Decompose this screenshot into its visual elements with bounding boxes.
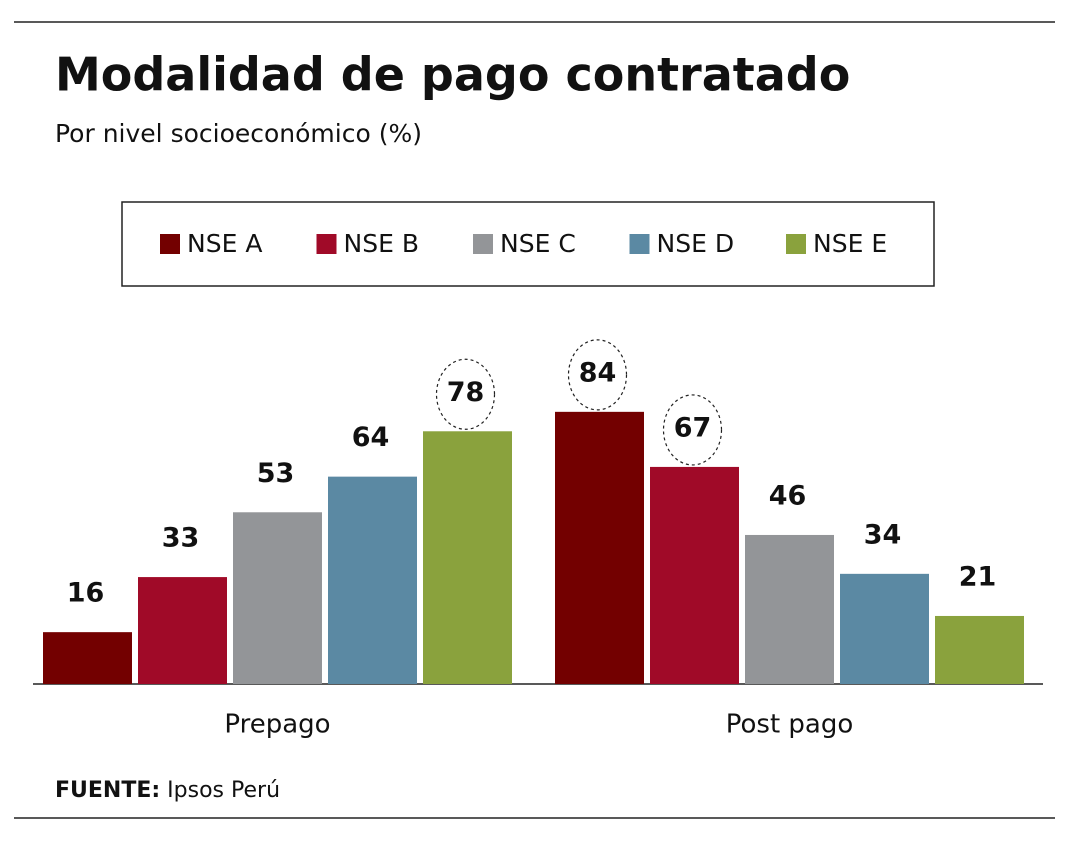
bar: [745, 534, 834, 684]
highlight-circle: [662, 394, 723, 466]
source-label: FUENTE:: [55, 778, 160, 803]
value-label: 34: [864, 519, 902, 550]
chart-subtitle: Por nivel socioeconómico (%): [55, 119, 422, 148]
bar: [555, 411, 644, 684]
source: FUENTE: Ipsos Perú: [55, 778, 280, 803]
value-label: 16: [67, 578, 105, 609]
legend-label: NSE B: [344, 229, 419, 258]
value-label: 53: [257, 458, 295, 489]
x-tick-label: Prepago: [224, 710, 330, 740]
legend-label: NSE E: [813, 229, 887, 258]
highlight-circle: [567, 339, 628, 411]
legend-swatch: [160, 234, 180, 254]
bar: [650, 466, 739, 684]
bar: [328, 476, 417, 684]
highlight-circle: [435, 358, 496, 430]
legend-swatch: [786, 234, 806, 254]
chart-title: Modalidad de pago contratado: [55, 48, 850, 102]
value-label: 78: [447, 377, 485, 408]
legend-label: NSE A: [187, 229, 262, 258]
legend-swatch: [473, 234, 493, 254]
legend-label: NSE D: [657, 229, 735, 258]
bar: [138, 577, 227, 684]
bar: [233, 512, 322, 684]
x-tick-label: Post pago: [726, 710, 854, 740]
value-label: 33: [162, 523, 200, 554]
value-label: 64: [352, 422, 390, 453]
bar: [840, 573, 929, 684]
value-label: 21: [959, 561, 997, 592]
legend-box: [121, 201, 935, 287]
value-label: 67: [674, 412, 712, 443]
bar: [423, 431, 512, 684]
bar: [43, 632, 132, 684]
legend-label: NSE C: [500, 229, 576, 258]
source-text: Ipsos Perú: [167, 778, 280, 803]
legend-swatch: [629, 234, 650, 254]
value-label: 46: [769, 480, 807, 511]
legend-swatch: [316, 234, 337, 254]
bar: [935, 615, 1024, 684]
value-label: 84: [579, 357, 617, 388]
